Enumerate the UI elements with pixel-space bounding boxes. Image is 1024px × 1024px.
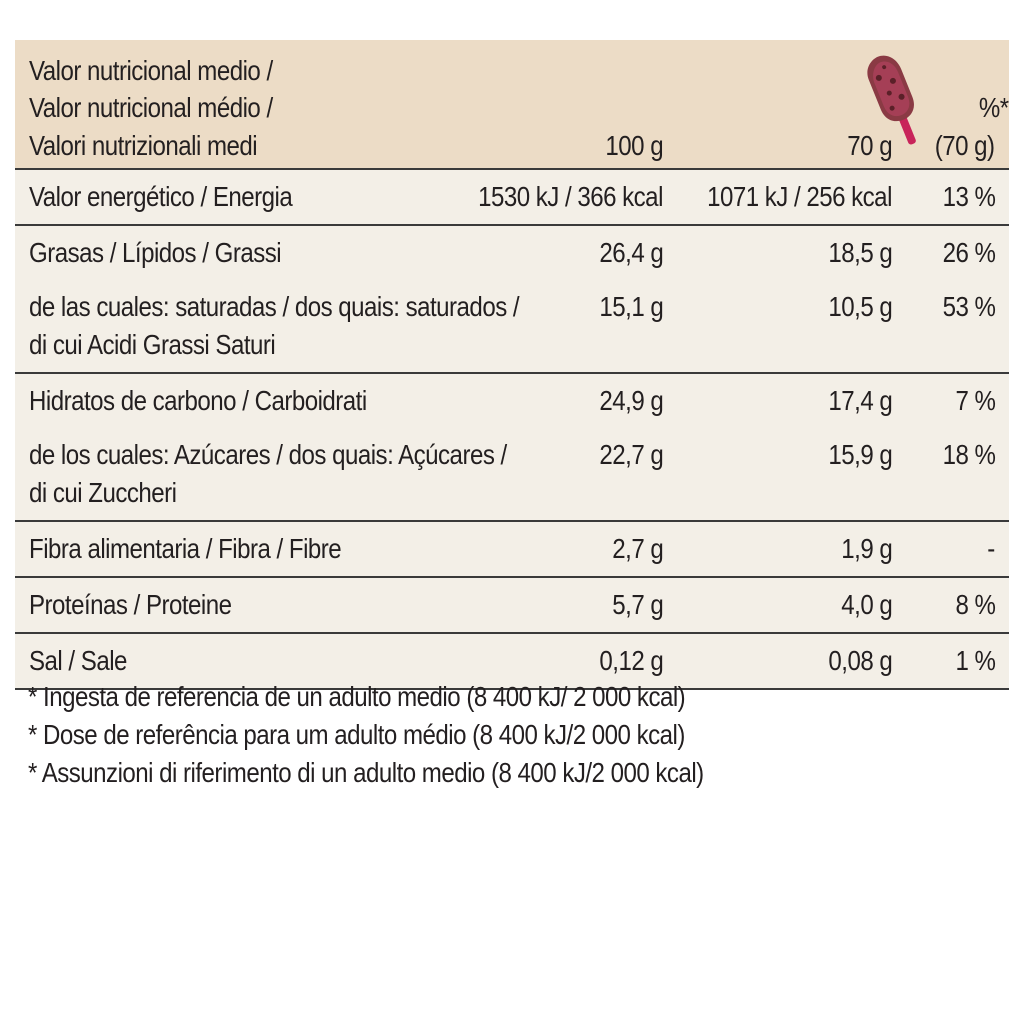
table-body: Valor energético / Energia 1530 kJ / 366 …: [15, 170, 1009, 690]
nutrition-table: Valor nutricional medio / Valor nutricio…: [15, 40, 1010, 690]
value-per-portion: 1071 kJ / 256 kcal: [707, 181, 892, 212]
percent-reference-intake: 26 %: [942, 237, 995, 268]
value-per-100g: 26,4 g: [599, 237, 663, 268]
header-title-line1: Valor nutricional medio /: [29, 55, 273, 86]
table-row: de las cuales: saturadas / dos quais: sa…: [15, 280, 1009, 374]
value-per-100g: 5,7 g: [612, 589, 664, 620]
footnote-it: * Assunzioni di riferimento di un adulto…: [28, 757, 704, 788]
percent-reference-intake: 8 %: [955, 589, 995, 620]
nutrient-name: de las cuales: saturadas / dos quais: sa…: [29, 291, 520, 322]
nutrient-name: di cui Zuccheri: [29, 477, 177, 508]
value-per-portion: 4,0 g: [841, 589, 893, 620]
table-row: Fibra alimentaria / Fibra / Fibre 2,7 g 1,…: [15, 522, 1009, 578]
header-col-70g: 70 g: [847, 130, 892, 161]
value-per-portion: 10,5 g: [828, 291, 892, 322]
ice-cream-bar-icon: [863, 52, 933, 152]
value-per-100g: 1530 kJ / 366 kcal: [478, 181, 663, 212]
value-per-portion: 17,4 g: [828, 385, 892, 416]
percent-reference-intake: 1 %: [955, 645, 995, 676]
nutrient-name: de los cuales: Azúcares / dos quais: Açú…: [29, 439, 507, 470]
table-row: Grasas / Lípidos / Grassi 26,4 g 18,5 g 26 …: [15, 226, 1009, 280]
value-per-100g: 2,7 g: [612, 533, 664, 564]
nutrient-name: Grasas / Lípidos / Grassi: [29, 237, 282, 268]
header-col-100g: 100 g: [605, 130, 663, 161]
value-per-100g: 0,12 g: [599, 645, 663, 676]
table-row: Proteínas / Proteine 5,7 g 4,0 g 8 %: [15, 578, 1009, 634]
table-row: Valor energético / Energia 1530 kJ / 366 …: [15, 170, 1009, 226]
header-title-line2: Valor nutricional médio /: [29, 92, 273, 123]
nutrient-name: di cui Acidi Grassi Saturi: [29, 329, 276, 360]
percent-reference-intake: 13 %: [942, 181, 995, 212]
nutrient-name: Hidratos de carbono / Carboidrati: [29, 385, 367, 416]
table-row: Sal / Sale 0,12 g 0,08 g 1 %: [15, 634, 1009, 690]
percent-reference-intake: -: [987, 533, 995, 564]
percent-reference-intake: 18 %: [942, 439, 995, 470]
nutrient-name: Proteínas / Proteine: [29, 589, 232, 620]
header-col-pct-portion: (70 g): [935, 130, 995, 161]
value-per-100g: 24,9 g: [599, 385, 663, 416]
value-per-100g: 15,1 g: [599, 291, 663, 322]
percent-reference-intake: 7 %: [955, 385, 995, 416]
table-row: de los cuales: Azúcares / dos quais: Açú…: [15, 428, 1009, 522]
value-per-100g: 22,7 g: [599, 439, 663, 470]
value-per-portion: 0,08 g: [828, 645, 892, 676]
nutrient-name: Valor energético / Energia: [29, 181, 293, 212]
value-per-portion: 1,9 g: [841, 533, 893, 564]
value-per-portion: 15,9 g: [828, 439, 892, 470]
value-per-portion: 18,5 g: [828, 237, 892, 268]
header-col-pct: %*: [979, 92, 1009, 123]
nutrient-name: Fibra alimentaria / Fibra / Fibre: [29, 533, 342, 564]
nutrient-name: Sal / Sale: [29, 645, 127, 676]
table-header: Valor nutricional medio / Valor nutricio…: [15, 40, 1010, 170]
header-title-line3: Valori nutrizionali medi: [29, 130, 258, 161]
footnote-pt: * Dose de referência para um adulto médi…: [28, 719, 685, 750]
footnotes: * Ingesta de referencia de un adulto med…: [28, 678, 814, 792]
table-row: Hidratos de carbono / Carboidrati 24,9 g 1…: [15, 374, 1009, 428]
percent-reference-intake: 53 %: [942, 291, 995, 322]
footnote-es: * Ingesta de referencia de un adulto med…: [28, 681, 686, 712]
